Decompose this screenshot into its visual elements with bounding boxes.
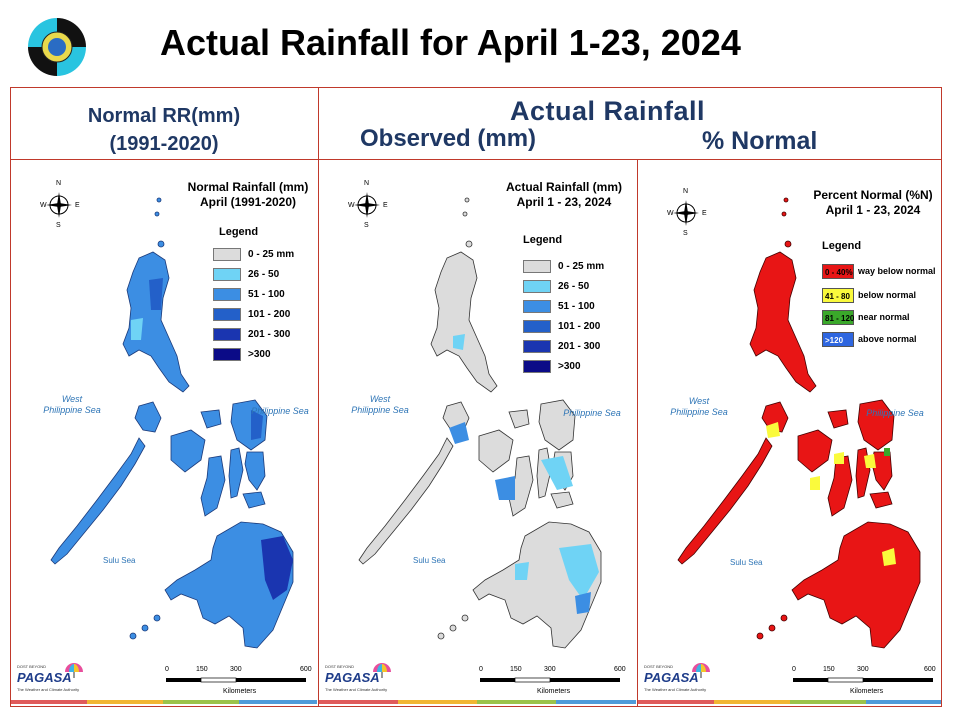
philippine-sea-label: Philippine Sea [866, 408, 924, 418]
compass-rose-icon [673, 200, 699, 226]
legend-item: 201 - 300 [523, 340, 600, 353]
compass-e: E [75, 202, 80, 209]
philippine-sea-label: Philippine Sea [251, 406, 309, 416]
legend-item: 201 - 300 [213, 328, 290, 341]
actual-rainfall-header: Actual Rainfall [510, 96, 706, 126]
sulu-sea-label: Sulu Sea [730, 558, 763, 567]
legend-title: Legend [219, 226, 259, 238]
philippine-sea-label: Philippine Sea [563, 408, 621, 418]
pagasa-brand: PAGASA [17, 670, 72, 685]
normal-header-line2: (1991-2020) [109, 133, 219, 155]
legend-item: 26 - 50 [213, 268, 279, 281]
legend-item: 51 - 100 [213, 288, 285, 301]
legend-item: 81 - 120 near normal [822, 310, 910, 325]
percent-normal-header: % Normal [702, 127, 818, 155]
scale-bar [793, 677, 933, 683]
pagasa-brand: PAGASA [644, 670, 699, 685]
legend-item: 101 - 200 [213, 308, 290, 321]
sulu-sea-label: Sulu Sea [103, 556, 136, 565]
legend-title: Legend [822, 240, 862, 252]
map-title-percent: Percent Normal (%N) April 1 - 23, 2024 [813, 188, 933, 217]
umbrella-icon [373, 663, 391, 678]
header-divider [10, 159, 942, 160]
map-title-normal: Normal Rainfall (mm) April (1991-2020) [187, 180, 309, 209]
percent-normal-panel: N S W E Percent Normal (%N) April 1 - 23… [638, 160, 941, 706]
compass-n: N [56, 180, 62, 187]
observed-header: Observed (mm) [360, 125, 537, 152]
pagasa-logo [24, 14, 90, 80]
compass-s: S [56, 222, 61, 229]
legend-title: Legend [523, 234, 563, 246]
column-divider-2 [637, 159, 638, 707]
normal-header: Normal RR(mm) (1991-2020) [10, 102, 318, 158]
compass-rose-icon [354, 192, 380, 218]
west-philippine-sea-label: West Philippine Sea [351, 394, 409, 415]
west-philippine-sea-label: West Philippine Sea [670, 396, 728, 417]
legend-item: 0 - 25 mm [213, 248, 294, 261]
legend-item: 101 - 200 [523, 320, 600, 333]
sulu-sea-label: Sulu Sea [413, 556, 446, 565]
pagasa-brand: PAGASA [325, 670, 380, 685]
legend-item: >300 [213, 348, 271, 361]
slide-title: Actual Rainfall for April 1-23, 2024 [160, 22, 741, 63]
column-divider-1 [318, 87, 319, 707]
scale-bar [480, 677, 620, 683]
legend-item: 0 - 40% way below normal [822, 264, 936, 279]
normal-rainfall-panel: N S W E Normal Rainfall (mm) April (1991… [11, 160, 317, 706]
kilometers-label: Kilometers [537, 688, 571, 695]
legend-item: 0 - 25 mm [523, 260, 604, 273]
compass-w: W [40, 202, 47, 209]
percent-normal-map [677, 197, 921, 649]
table-frame [10, 87, 942, 707]
normal-rainfall-map [50, 197, 294, 649]
actual-rainfall-map [358, 197, 602, 649]
umbrella-icon [692, 663, 710, 678]
kilometers-label: Kilometers [850, 688, 884, 695]
legend-item: >120 above normal [822, 332, 917, 347]
compass-rose-icon [46, 192, 72, 218]
map-title-actual: Actual Rainfall (mm) April 1 - 23, 2024 [505, 180, 622, 209]
normal-header-line1: Normal RR(mm) [87, 105, 241, 127]
legend-item: 26 - 50 [523, 280, 589, 293]
legend-item: >300 [523, 360, 581, 373]
west-philippine-sea-label: West Philippine Sea [43, 394, 101, 415]
legend-item: 51 - 100 [523, 300, 595, 313]
actual-rainfall-panel: N S W E Actual Rainfall (mm) April 1 - 2… [319, 160, 636, 706]
scale-bar [166, 677, 306, 683]
umbrella-icon [65, 663, 83, 678]
legend-item: 41 - 80 below normal [822, 288, 916, 303]
kilometers-label: Kilometers [223, 688, 257, 695]
